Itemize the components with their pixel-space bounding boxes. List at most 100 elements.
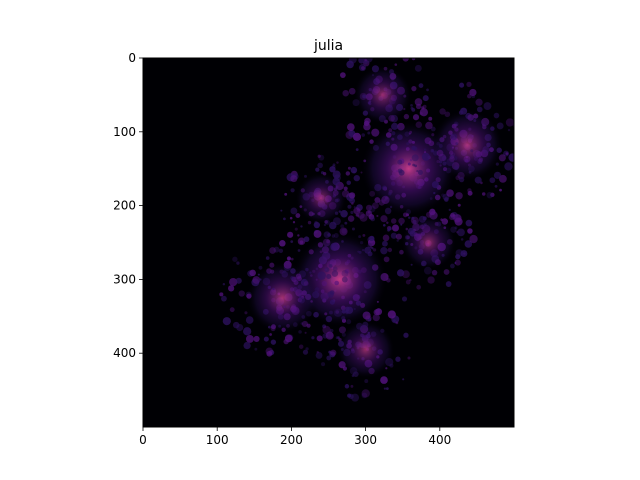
fractal-speck <box>383 223 386 227</box>
fractal-speck <box>455 192 463 200</box>
fractal-speck <box>486 191 494 199</box>
fractal-speck <box>390 232 398 239</box>
fractal-speck <box>402 378 405 381</box>
fractal-speck <box>411 107 416 112</box>
fractal-speck <box>355 213 359 217</box>
fractal-speck <box>395 321 399 325</box>
fractal-speck <box>321 280 328 287</box>
fractal-speck <box>321 362 326 367</box>
fractal-speck <box>243 341 251 350</box>
fractal-speck <box>341 240 344 243</box>
fractal-speck <box>438 143 443 148</box>
fractal-speck <box>364 58 367 62</box>
fractal-speck <box>367 131 371 135</box>
fractal-speck <box>324 312 328 316</box>
fractal-speck <box>283 217 286 221</box>
fractal-speck <box>328 264 333 268</box>
fractal-speck <box>522 168 524 170</box>
fractal-speck <box>465 219 473 227</box>
fractal-speck <box>238 290 245 297</box>
fractal-speck <box>284 192 288 196</box>
fractal-speck <box>339 227 348 236</box>
fractal-speck <box>445 281 452 287</box>
fractal-speck <box>341 309 346 314</box>
fractal-speck <box>279 240 286 247</box>
fractal-speck <box>249 269 256 277</box>
fractal-speck <box>409 158 413 162</box>
fractal-speck <box>467 190 473 196</box>
fractal-speck <box>422 95 429 102</box>
fractal-speck <box>359 213 368 222</box>
fractal-speck <box>470 149 474 153</box>
fractal-speck <box>380 215 388 223</box>
fractal-speck <box>324 267 330 273</box>
fractal-speck <box>434 194 441 201</box>
fractal-speck <box>269 247 276 254</box>
fractal-speck <box>236 261 240 265</box>
fractal-speck <box>292 221 296 224</box>
fractal-speck <box>235 277 242 284</box>
fractal-speck <box>295 213 301 218</box>
fractal-speck <box>353 207 361 215</box>
fractal-speck <box>398 217 405 225</box>
fractal-speck <box>443 269 450 275</box>
fractal-speck <box>418 83 424 88</box>
fractal-speck <box>283 305 286 308</box>
fractal-bright-center <box>401 214 457 271</box>
fractal-speck <box>416 284 422 290</box>
fractal-speck <box>384 207 392 215</box>
fractal-speck <box>394 63 398 66</box>
fractal-speck <box>332 266 338 272</box>
fractal-speck <box>403 113 410 120</box>
fractal-speck <box>336 161 339 164</box>
fractal-speck <box>302 349 309 355</box>
fractal-speck <box>300 225 303 228</box>
fractal-speck <box>407 162 411 166</box>
fractal-speck <box>313 230 322 238</box>
fractal-speck <box>403 332 409 338</box>
fractal-speck <box>229 277 238 287</box>
fractal-speck <box>427 276 435 284</box>
fractal-speck <box>527 151 529 153</box>
fractal-speck <box>460 250 468 257</box>
fractal-speck <box>329 290 335 295</box>
fractal-speck <box>376 214 379 218</box>
fractal-speck <box>309 271 312 274</box>
fractal-speck <box>407 356 411 360</box>
fractal-bright-center <box>295 172 347 225</box>
fractal-speck <box>269 333 272 336</box>
fractal-speck <box>344 268 350 274</box>
fractal-speck <box>221 295 227 302</box>
fractal-speck <box>348 192 356 199</box>
fractal-speck <box>326 239 330 244</box>
fractal-speck <box>280 209 283 212</box>
fractal-speck <box>370 216 376 222</box>
fractal-speck <box>245 316 254 324</box>
fractal-speck <box>408 132 411 135</box>
fractal-speck <box>286 256 292 261</box>
fractal-speck <box>355 148 359 152</box>
fractal-speck <box>326 273 332 280</box>
fractal-speck <box>322 325 331 334</box>
fractal-speck <box>266 350 273 357</box>
x-tick-label: 200 <box>280 433 303 447</box>
fractal-speck <box>374 47 381 54</box>
fractal-speck <box>232 321 240 329</box>
x-tick-label: 300 <box>354 433 377 447</box>
fractal-speck <box>356 208 361 213</box>
fractal-speck <box>505 118 514 127</box>
fractal-speck <box>361 392 368 399</box>
fractal-speck <box>469 88 477 97</box>
fractal-speck <box>298 344 304 349</box>
fractal-speck <box>318 263 323 269</box>
fractal-speck <box>397 168 403 174</box>
fractal-speck <box>449 150 454 155</box>
fractal-speck <box>369 190 376 197</box>
fractal-speck <box>329 221 337 230</box>
fractal-speck <box>385 132 392 138</box>
fractal-speck <box>289 287 295 292</box>
fractal-speck <box>455 254 461 260</box>
y-tick-label: 0 <box>128 51 136 65</box>
fractal-speck <box>346 319 352 325</box>
